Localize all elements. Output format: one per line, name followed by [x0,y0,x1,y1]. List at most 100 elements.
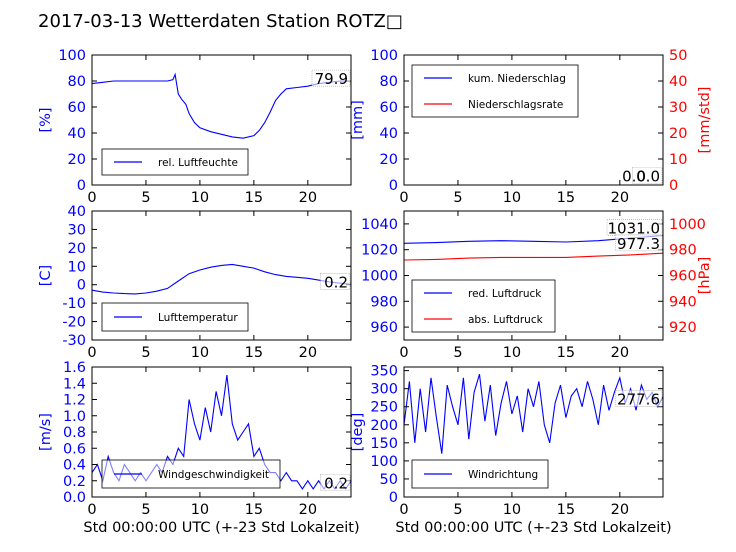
plot-frame [403,54,664,186]
y-tick-label-right: 920 [669,320,697,336]
value-box [615,234,663,252]
x-tick-label: 5 [141,345,150,361]
y-tick-label: 20 [380,152,398,168]
current-value-label: 0.2 [324,273,348,291]
y-tick-label-right: 960 [669,269,697,285]
y-tick-label: 200 [370,418,398,434]
x-tick-label: 20 [611,190,629,206]
y-tick-label: -20 [62,315,86,331]
legend-entry: abs. Luftdruck [468,314,544,326]
y-tick-label: 1.0 [63,409,86,425]
y-tick-label-right: 980 [669,243,697,259]
legend-entry: Lufttemperatur [158,312,238,324]
legend-pressure: red. Luftdruck abs. Luftdruck [411,279,556,333]
y-tick-label-right: 30 [669,100,687,116]
y-tick-label: 20 [68,152,86,168]
legend-windspeed: Windgeschwindigkeit [101,459,281,489]
y-tick-label: 150 [370,436,398,452]
y-tick-label-right: 40 [669,74,687,90]
x-tick-label: 0 [87,345,96,361]
chart-pressure: 0 5 10 15 20 960 980 1000 1020 1040 920 940 960 980 10… [361,210,713,361]
x-tick-label: 5 [453,190,462,206]
plot-frame [403,366,664,498]
y-axis-label: [deg] [350,413,366,452]
x-tick-label: 0 [399,502,408,518]
value-box [320,474,351,491]
x-tick-label: 15 [245,190,263,206]
y-tick-label: 960 [370,320,398,336]
x-tick-label: 10 [191,190,209,206]
chart-temperature: 0 5 10 15 20 -30 -20 -10 0 10 20 30 40 [C] Lufttempera… [38,204,352,361]
chart-windspeed: 0 5 10 15 200.00.20.40.60.81.01.21.41.6[m/s]… [38,360,360,536]
legend-temperature: Lufttemperatur [101,302,249,332]
current-value-label: 79.9 [315,70,348,88]
y-tick-label: 50 [380,472,398,488]
y-tick-label: 250 [370,400,398,416]
y-tick-label: 0 [77,278,86,294]
y-tick-label: 100 [58,48,86,64]
series-line-humidity-0 [91,72,352,139]
y-tick-label-right: 1000 [669,217,706,233]
x-tick-label: 0 [87,502,96,518]
legend-entry: Niederschlagsrate [468,99,563,111]
y-axis-label-right: [mm/std] [697,87,713,154]
x-tick-label: 5 [141,502,150,518]
x-tick-label: 5 [453,345,462,361]
y-tick-label: 10 [68,259,86,275]
y-tick-label: 1040 [361,217,398,233]
y-tick-label-right: 10 [669,152,687,168]
series-line-pressure-1 [403,252,664,261]
x-tick-label: 20 [611,502,629,518]
y-tick-label: 350 [370,364,398,380]
value-box [320,273,351,290]
legend-entry: Windrichtung [468,469,538,481]
x-tick-label: 10 [503,190,521,206]
x-tick-label: 0 [87,190,96,206]
y-tick-label: 60 [68,100,86,116]
y-tick-label: 0.2 [63,474,86,490]
legend-winddirection: Windrichtung [411,459,549,489]
y-tick-label: 40 [68,126,86,142]
legend-box [411,279,556,333]
legend-humidity: rel. Luftfeuchte [101,148,249,176]
y-axis-label: [m/s] [38,413,54,451]
y-tick-label: 1.2 [63,393,86,409]
chart-precipitation: 0 5 10 15 20 0 20 40 60 80 100 0 10 20 30 40 50 [mm] [mm/s… [350,48,713,206]
current-value-label: 1031.0 [608,219,661,237]
y-tick-label: 40 [380,126,398,142]
x-tick-label: 15 [557,502,575,518]
x-tick-label: 15 [557,345,575,361]
y-axis-label: [mm] [350,100,366,140]
y-tick-label: 80 [68,74,86,90]
value-box [632,167,663,184]
y-tick-label-right: 940 [669,294,697,310]
y-tick-label: 0.8 [63,425,86,441]
current-value-label: 0.2 [324,475,348,493]
y-tick-label: 100 [370,48,398,64]
y-axis-label-right: [hPa] [697,257,713,294]
y-tick-label: 80 [380,74,398,90]
figure-title: 2017-03-13 Wetterdaten Station ROTZ□ [38,11,403,32]
x-tick-label: 15 [245,345,263,361]
y-tick-label: 300 [370,382,398,398]
current-value-label: 277.6 [617,390,660,408]
legend-entry: rel. Luftfeuchte [158,157,238,169]
y-tick-label: 0 [77,178,86,194]
y-tick-label: 1020 [361,243,398,259]
y-tick-label: 60 [380,100,398,116]
chart-humidity: 0 5 10 15 20 0 20 40 60 80 100 [%] rel. Luftfeuchte 7… [38,48,352,206]
value-box [615,390,663,407]
y-tick-label: 20 [68,241,86,257]
legend-entry: Windgeschwindigkeit [158,469,269,481]
current-value-label: 0.0 [636,168,660,186]
current-value-label-2: 0.0 [622,168,646,186]
y-tick-label-right: 0 [669,178,678,194]
x-tick-label: 15 [557,190,575,206]
x-tick-label: 20 [299,502,317,518]
series-line-temperature-0 [91,263,352,295]
y-tick-label: 1000 [361,269,398,285]
x-tick-label: 0 [399,190,408,206]
